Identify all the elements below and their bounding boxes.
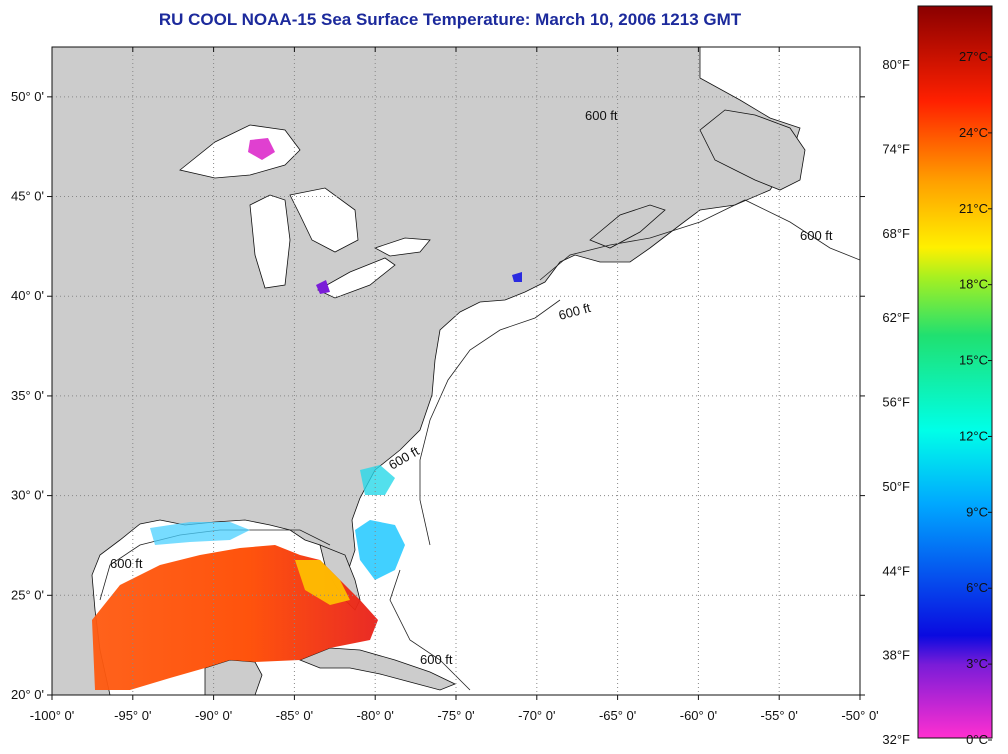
colorbar-f-label: 80°F: [882, 57, 910, 72]
coast-sst-patch: [512, 272, 522, 282]
shelf-contour-600ft: [99, 199, 860, 691]
colorbar-f-label: 44°F: [882, 563, 910, 578]
colorbar-c-label: 6°C: [966, 580, 988, 595]
gulf-cold-edge: [355, 520, 405, 580]
lon-tick-label: -75° 0': [437, 708, 474, 723]
lat-tick-label: 45° 0': [11, 189, 44, 204]
colorbar-f-label: 32°F: [882, 732, 910, 747]
graticule: [52, 47, 860, 695]
lon-tick-label: -65° 0': [599, 708, 636, 723]
colorbar-c-label: 15°C: [959, 353, 988, 368]
colorbar-f-label: 68°F: [882, 226, 910, 241]
colorbar: [917, 5, 993, 739]
lake-superior: [179, 124, 301, 179]
lake-sst-patch: [248, 138, 275, 160]
lon-tick-label: -70° 0': [518, 708, 555, 723]
lon-tick-label: -85° 0': [276, 708, 313, 723]
colorbar-c-label: 0°C: [966, 732, 988, 747]
contour-label: 600 ft: [585, 108, 618, 123]
colorbar-c-label: 18°C: [959, 277, 988, 292]
lake-ontario: [373, 237, 431, 257]
lon-tick-label: -55° 0': [761, 708, 798, 723]
colorbar-f-label: 50°F: [882, 479, 910, 494]
colorbar-c-label: 12°C: [959, 428, 988, 443]
contour-label: 600 ft: [110, 556, 143, 571]
colorbar-fahrenheit-labels: 80°F 74°F 68°F 62°F 56°F 50°F 44°F 38°F 32°F: [882, 57, 910, 747]
lon-tick-label: -50° 0': [841, 708, 878, 723]
longitude-axis: -100° 0' -95° 0' -90° 0' -85° 0' -80° 0' -75°…: [30, 47, 879, 723]
colorbar-f-label: 74°F: [882, 141, 910, 156]
contour-label: 600 ft: [420, 652, 453, 667]
land-cuba: [298, 647, 456, 691]
lon-tick-label: -90° 0': [195, 708, 232, 723]
lon-tick-label: -80° 0': [357, 708, 394, 723]
colorbar-f-label: 38°F: [882, 648, 910, 663]
lake-huron: [289, 187, 359, 253]
gulf-cool-fringe: [295, 560, 350, 605]
lake-michigan: [249, 194, 291, 289]
lake-erie: [317, 257, 396, 299]
lon-tick-label: -60° 0': [680, 708, 717, 723]
colorbar-c-label: 9°C: [966, 504, 988, 519]
land-nova-scotia: [589, 204, 666, 249]
lake-sst-patch-erie: [316, 280, 330, 294]
land-newfoundland: [699, 109, 806, 191]
gulf-north-fringe: [150, 522, 250, 545]
lon-tick-label: -95° 0': [114, 708, 151, 723]
colorbar-f-label: 56°F: [882, 395, 910, 410]
colorbar-f-label: 62°F: [882, 310, 910, 325]
colorbar-c-label: 24°C: [959, 125, 988, 140]
lat-tick-label: 40° 0': [11, 288, 44, 303]
lat-tick-label: 20° 0': [11, 687, 44, 702]
lat-tick-label: 35° 0': [11, 388, 44, 403]
atlantic-cold-patch: [360, 465, 395, 495]
lat-tick-label: 25° 0': [11, 587, 44, 602]
lon-tick-label: -100° 0': [30, 708, 75, 723]
colorbar-c-label: 21°C: [959, 201, 988, 216]
contour-label: 600 ft: [800, 228, 833, 243]
lat-tick-label: 50° 0': [11, 89, 44, 104]
colorbar-celsius-labels: 27°C 24°C 21°C 18°C 15°C 12°C 9°C 6°C 3°C 0°C: [959, 49, 992, 747]
colorbar-c-label: 3°C: [966, 656, 988, 671]
map-title: RU COOL NOAA-15 Sea Surface Temperature:…: [158, 10, 742, 29]
lat-tick-label: 30° 0': [11, 488, 44, 503]
latitude-axis: 20° 0' 25° 0' 30° 0' 35° 0' 40° 0' 45° 0' 50° …: [11, 89, 865, 702]
colorbar-c-label: 27°C: [959, 49, 988, 64]
great-lakes: [179, 124, 431, 299]
